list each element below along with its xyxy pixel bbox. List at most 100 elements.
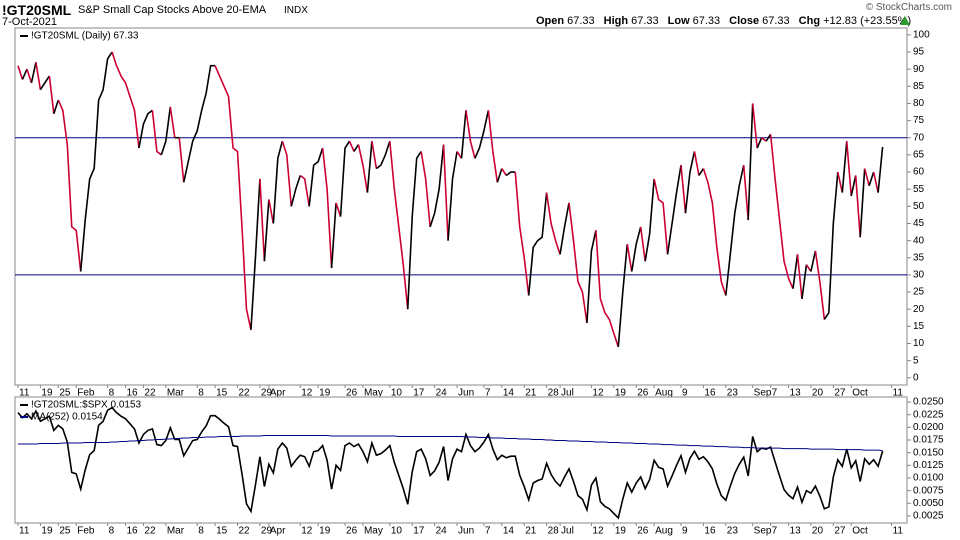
- line-run: [841, 141, 848, 193]
- line-run: [850, 175, 857, 197]
- x-tick-label: May: [364, 388, 383, 399]
- x-tick-label: Feb: [77, 526, 95, 537]
- y-tick-label: 80: [913, 98, 925, 109]
- line-run: [496, 168, 503, 183]
- x-tick-label: 7: [772, 388, 778, 399]
- x-tick-label: 22: [239, 388, 251, 399]
- y-tick-label: 50: [913, 201, 925, 212]
- x-tick-label: 12: [301, 388, 313, 399]
- x-tick-label: 8: [109, 388, 115, 399]
- line-run: [371, 141, 378, 169]
- line-run: [487, 110, 499, 183]
- x-tick-label: 9: [682, 526, 688, 537]
- x-tick-label: 22: [239, 526, 251, 537]
- line-run: [527, 192, 548, 296]
- line-run: [805, 264, 812, 272]
- y-tick-label: 0.0050: [913, 498, 944, 509]
- copyright: © StockCharts.com: [865, 2, 952, 13]
- quote-item: Close 67.33: [729, 15, 790, 27]
- line-run: [796, 254, 803, 300]
- line-run: [586, 230, 597, 323]
- x-tick-label: 12: [592, 526, 604, 537]
- y-tick-label: 90: [913, 64, 925, 75]
- line-run: [626, 243, 633, 272]
- y-tick-label: 75: [913, 115, 925, 126]
- x-tick-label: 16: [127, 526, 139, 537]
- quote-label: Low: [667, 15, 690, 27]
- y-tick-label: 0.0175: [913, 435, 944, 446]
- index-name: S&P Small Cap Stocks Above 20-EMA: [78, 4, 267, 16]
- quote-value: 67.33: [631, 15, 659, 27]
- y-tick-label: 70: [913, 132, 925, 143]
- x-tick-label: 8: [198, 526, 204, 537]
- x-tick-label: 14: [503, 388, 515, 399]
- line-run: [742, 165, 750, 221]
- x-tick-label: 24: [436, 388, 448, 399]
- x-tick-label: 17: [413, 526, 425, 537]
- line-run: [653, 178, 669, 255]
- line-run: [666, 165, 682, 255]
- line-run: [366, 141, 373, 193]
- y-tick-label: 25: [913, 287, 925, 298]
- line-run: [501, 168, 507, 176]
- x-tick-label: 21: [525, 526, 537, 537]
- y-tick-label: 0.0225: [913, 409, 944, 420]
- plot-frame: [14, 27, 908, 386]
- line-run: [639, 226, 646, 262]
- x-tick-label: Sep: [754, 526, 772, 537]
- quote-label: Chg: [798, 15, 821, 27]
- header: !GT20SML S&P Small Cap Stocks Above 20-E…: [0, 0, 960, 28]
- line-run: [514, 171, 530, 296]
- line-run: [823, 171, 839, 320]
- line-run: [465, 110, 476, 159]
- x-tick-label: 16: [704, 526, 716, 537]
- y-tick-label: 35: [913, 252, 925, 263]
- x-tick-label: 23: [727, 388, 739, 399]
- line-run: [335, 202, 342, 217]
- line-run: [250, 178, 261, 330]
- line-run: [545, 192, 561, 255]
- x-tick-label: 7: [772, 526, 778, 537]
- x-tick-label: 25: [59, 388, 71, 399]
- x-tick-label: 11: [893, 526, 904, 537]
- line-run: [308, 147, 324, 207]
- line-run: [684, 151, 696, 214]
- x-tick-label: 12: [592, 388, 604, 399]
- legend-label: !GT20SML (Daily) 67.33: [31, 31, 139, 42]
- line-run: [53, 99, 60, 114]
- x-tick-label: 26: [637, 388, 649, 399]
- quote-label: Open: [536, 15, 565, 27]
- x-tick-label: Mar: [167, 388, 185, 399]
- line-run: [769, 134, 794, 289]
- y-tick-label: 95: [913, 47, 925, 58]
- line-run: [339, 140, 351, 217]
- y-tick-label: 55: [913, 184, 925, 195]
- x-tick-label: 15: [216, 526, 228, 537]
- line-run: [178, 137, 185, 183]
- line-run: [702, 168, 727, 296]
- y-tick-label: 0.0250: [913, 397, 944, 408]
- x-tick-label: Feb: [77, 388, 95, 399]
- x-tick-label: 23: [727, 526, 739, 537]
- line-run: [872, 171, 879, 193]
- line-run: [751, 103, 758, 149]
- line-run: [21, 68, 28, 80]
- line-run: [169, 106, 176, 138]
- line-run: [442, 144, 449, 241]
- x-tick-label: 28: [548, 388, 560, 399]
- x-tick-label: 22: [144, 388, 156, 399]
- line-run: [406, 151, 422, 310]
- line-run: [859, 168, 866, 238]
- line-run: [48, 75, 55, 114]
- exchange: INDX: [284, 5, 308, 16]
- x-tick-label: 19: [615, 388, 627, 399]
- x-tick-label: 16: [127, 388, 139, 399]
- line-run: [447, 151, 458, 241]
- x-tick-label: Apr: [270, 388, 286, 399]
- x-tick-label: Oct: [852, 526, 868, 537]
- x-tick-label: 29: [261, 388, 273, 399]
- x-tick-label: May: [364, 526, 383, 537]
- y-tick-label: 60: [913, 167, 925, 178]
- x-tick-label: 11: [19, 526, 30, 537]
- line-run: [801, 264, 808, 300]
